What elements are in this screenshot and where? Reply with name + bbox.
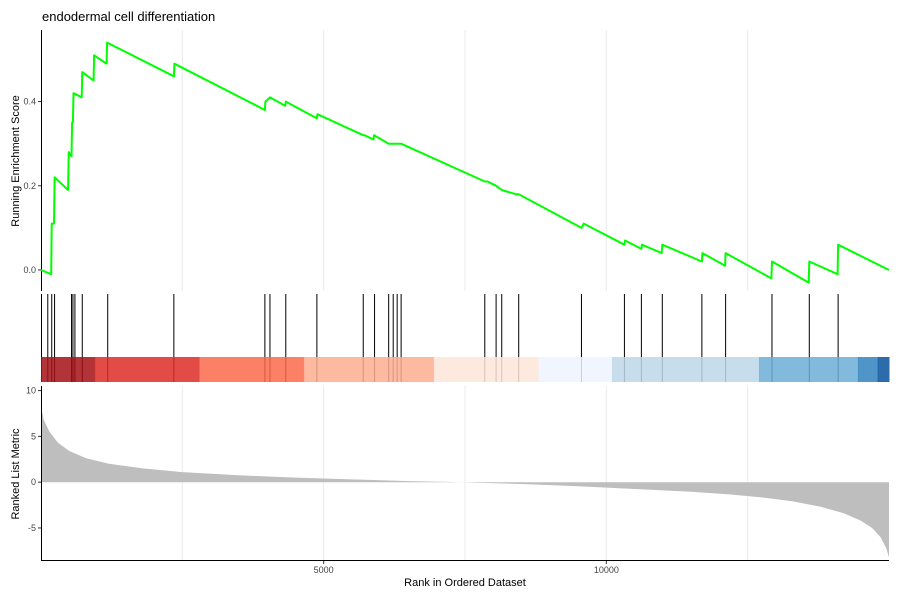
- metric-y-ticks: 10 5 0 -5: [26, 386, 41, 533]
- es-y-axis-label: Running Enrichment Score: [10, 95, 22, 226]
- colorbar-segment-7: [758, 357, 859, 382]
- colorbar-segment-9: [877, 357, 890, 382]
- es-y-tick-label-2: 0.4: [23, 97, 36, 107]
- colorbar-segment-6: [611, 357, 760, 382]
- metric-y-tick-label-1: 5: [31, 431, 36, 441]
- colorbar-segment-4: [433, 357, 539, 382]
- x-axis-label: Rank in Ordered Dataset: [404, 577, 526, 589]
- ranked-metric-area: [41, 407, 889, 558]
- x-tick-label-0: 5000: [314, 565, 334, 575]
- x-tick-label-1: 10000: [594, 565, 619, 575]
- enrichment-score-panel: Running Enrichment Score 0.0 0.2 0.4: [10, 30, 890, 291]
- running-enrichment-score-line: [40, 41, 890, 284]
- es-y-ticks: 0.0 0.2 0.4: [23, 97, 41, 275]
- colorbar-segment-5: [538, 357, 613, 382]
- grid-layer: [181, 30, 749, 560]
- ranked-metric-panel: Ranked List Metric 10 5 0 -5 5000 10000 Rank…: [10, 386, 889, 589]
- metric-y-axis-label: Ranked List Metric: [10, 428, 22, 520]
- x-ticks: 5000 10000: [314, 561, 619, 575]
- metric-y-tick-label-2: 0: [31, 477, 36, 487]
- colorbar-segment-3: [303, 357, 435, 382]
- colorbar-segment-1: [94, 357, 200, 382]
- colorbar-segment-8: [857, 357, 879, 382]
- es-y-tick-label-1: 0.2: [23, 181, 36, 191]
- colorbar-segment-0: [41, 357, 96, 382]
- rank-colorbar: [41, 357, 890, 382]
- es-y-tick-label-0: 0.0: [23, 265, 36, 275]
- metric-y-tick-label-0: 10: [26, 386, 36, 396]
- gene-hits-panel: [41, 294, 890, 382]
- chart-title: endodermal cell differentiation: [42, 9, 215, 24]
- colorbar-segment-2: [199, 357, 305, 382]
- metric-y-tick-label-3: -5: [28, 523, 36, 533]
